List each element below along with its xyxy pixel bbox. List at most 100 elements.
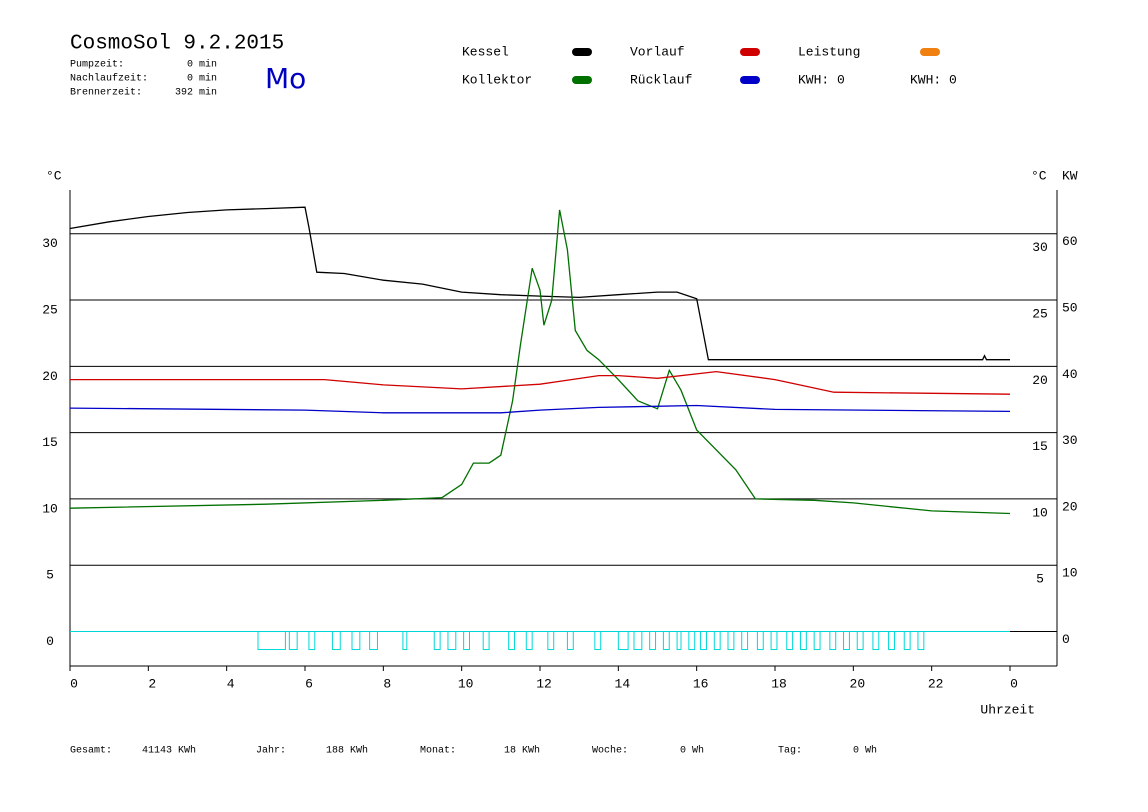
legend-label: Leistung — [798, 44, 860, 59]
y2-axis-label: KW — [1062, 168, 1078, 183]
kwh-label: KWH: 0 — [910, 72, 957, 87]
legend-label: Kessel — [462, 44, 509, 59]
legend-label: Vorlauf — [630, 44, 685, 59]
stat-value: 0 min — [187, 59, 217, 71]
series-line — [69, 404, 1011, 414]
pump-pulse — [331, 631, 341, 651]
pump-pulse — [351, 631, 361, 651]
stat-label: Nachlaufzeit: — [70, 73, 148, 85]
legend-swatch — [920, 48, 940, 56]
x-tick-label: 14 — [615, 676, 631, 691]
y-right-tick-label: 10 — [1032, 505, 1048, 520]
pump-pulse — [482, 631, 490, 651]
x-tick-label: 10 — [458, 676, 474, 691]
pump-pulse — [872, 631, 880, 651]
series-line — [69, 206, 1010, 361]
y-tick-label: 0 — [46, 634, 54, 649]
y2-axis-label-c: °C — [1031, 168, 1047, 183]
x-tick-label: 20 — [850, 676, 866, 691]
y-tick-label: 10 — [42, 501, 58, 516]
day: Mo — [265, 62, 306, 95]
pump-pulse — [257, 631, 286, 651]
legend-swatch — [572, 76, 592, 84]
pump-pulse — [917, 631, 925, 651]
y-tick-label: 15 — [42, 435, 58, 450]
y-right-tick-label: 15 — [1032, 439, 1048, 454]
footer-label: Woche: — [592, 745, 628, 757]
x-tick-label: 12 — [536, 676, 552, 691]
y2-tick-label: 60 — [1062, 234, 1078, 249]
pump-pulse — [727, 631, 735, 651]
stat-label: Pumpzeit: — [70, 59, 124, 71]
pump-pulse — [700, 631, 707, 651]
pump-pulse — [617, 631, 629, 651]
legend-swatch — [572, 48, 592, 56]
pump-pulse — [649, 631, 657, 651]
legend-swatch — [740, 76, 760, 84]
y-tick-label: 5 — [46, 568, 54, 583]
y-right-tick-label: 25 — [1032, 306, 1048, 321]
y-tick-label: 20 — [42, 369, 58, 384]
series-line — [69, 209, 1011, 515]
pump-pulse — [508, 631, 516, 651]
pump-pulse — [888, 631, 895, 651]
y2-tick-label: 30 — [1062, 433, 1078, 448]
x-tick-label: 8 — [383, 676, 391, 691]
pump-pulse — [547, 631, 555, 651]
footer-label: Monat: — [420, 746, 456, 757]
y-right-tick-label: 20 — [1032, 373, 1048, 388]
footer-value: 18 KWh — [504, 745, 540, 757]
pump-pulse — [447, 631, 457, 651]
series-line — [70, 370, 1011, 395]
y-tick-label: 30 — [42, 236, 58, 251]
pump-pulse — [433, 631, 441, 651]
pump-pulse — [662, 631, 670, 651]
footer-value: 41143 KWh — [142, 745, 196, 757]
pump-pulse — [813, 631, 821, 651]
y2-tick-label: 40 — [1062, 367, 1078, 382]
footer-label: Jahr: — [256, 745, 286, 757]
pump-pulse — [829, 631, 837, 651]
x-tick-label: 16 — [693, 676, 709, 691]
x-tick-label: 2 — [148, 676, 156, 691]
legend-swatch — [740, 48, 760, 56]
x-tick-label: 0 — [70, 676, 78, 691]
x-tick-label: 18 — [771, 676, 787, 691]
pump-pulse — [402, 631, 408, 651]
y2-tick-label: 50 — [1062, 300, 1078, 315]
x-tick-label: 4 — [227, 676, 235, 691]
title: CosmoSol 9.2.2015 — [70, 33, 284, 56]
pump-pulse — [288, 631, 298, 651]
x-axis-label: Uhrzeit — [980, 702, 1035, 717]
pump-pulse — [594, 631, 602, 651]
pump-pulse — [786, 631, 794, 651]
pump-pulse — [525, 631, 533, 651]
pump-pulse — [688, 631, 696, 651]
pump-pulse — [770, 631, 778, 651]
pump-pulse — [633, 631, 643, 651]
x-tick-label: 0 — [1010, 676, 1018, 691]
x-tick-label: 22 — [928, 676, 944, 691]
pump-pulse — [463, 631, 470, 651]
pump-pulse — [903, 631, 911, 651]
pump-pulse — [756, 631, 764, 651]
y-axis-label: °C — [46, 168, 62, 183]
y2-tick-label: 20 — [1062, 499, 1078, 514]
y-right-tick-label: 5 — [1036, 572, 1044, 587]
pump-pulse — [566, 631, 574, 651]
y-tick-label: 25 — [42, 302, 58, 317]
y2-tick-label: 0 — [1062, 632, 1070, 647]
pump-pulse — [713, 631, 721, 651]
footer-label: Gesamt: — [70, 746, 112, 757]
kwh-label: KWH: 0 — [798, 72, 845, 87]
pump-pulse — [676, 631, 682, 651]
footer-label: Tag: — [778, 746, 802, 757]
stat-label: Brennerzeit: — [70, 87, 142, 99]
x-tick-label: 6 — [305, 676, 313, 691]
y-right-tick-label: 30 — [1032, 240, 1048, 255]
footer-value: 0 Wh — [853, 745, 877, 757]
pump-pulse — [741, 631, 749, 651]
pump-pulse — [308, 631, 316, 651]
pump-pulse — [843, 631, 850, 651]
